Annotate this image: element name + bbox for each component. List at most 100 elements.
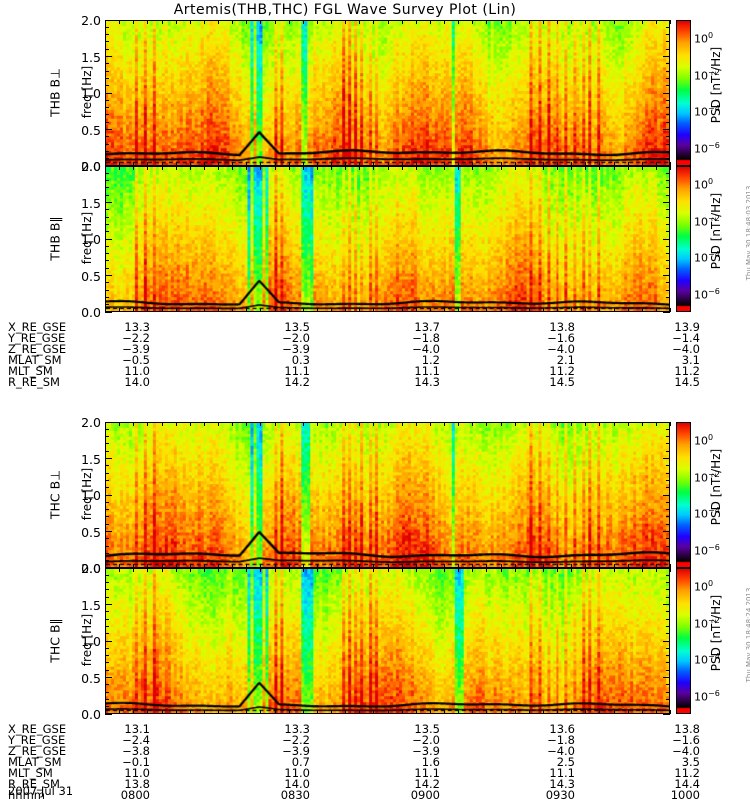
x-axis-minor-tick — [373, 308, 375, 312]
y-axis-minor-tick — [666, 552, 670, 554]
annotation-value: 11.1 — [414, 364, 440, 378]
x-axis-minor-tick — [458, 422, 460, 426]
annotation-value: 3.1 — [681, 353, 700, 367]
colorbar-tick-label: 10−4 — [694, 506, 720, 521]
x-axis-minor-tick — [274, 568, 276, 572]
y-axis-minor-tick — [105, 107, 109, 109]
x-axis-minor-tick — [232, 308, 234, 312]
x-axis-minor-tick — [133, 162, 135, 166]
y-axis-minor-tick — [666, 209, 670, 211]
y-axis-minor-tick — [105, 253, 109, 255]
y-axis-label: freq [Hz] — [80, 65, 94, 119]
x-axis-minor-tick — [175, 20, 177, 24]
x-axis-minor-tick — [288, 568, 290, 572]
annotation-value: −3.9 — [282, 744, 310, 758]
x-axis-minor-tick — [373, 422, 375, 426]
annotation-row: Z_RE_GSE −3.9 −3.9 −4.0 −4.0 −4.0 — [0, 342, 700, 356]
x-axis-minor-tick — [571, 20, 573, 24]
x-axis-minor-tick — [514, 422, 516, 426]
x-axis-minor-tick — [246, 166, 248, 170]
y-axis-minor-tick — [105, 589, 109, 591]
spectrogram-panel-thb-bperp[interactable] — [105, 20, 670, 166]
y-axis-label: freq [Hz] — [80, 211, 94, 265]
y-axis-tick — [105, 421, 112, 423]
x-axis-minor-tick — [302, 166, 304, 170]
annotation-value: 14.4 — [674, 777, 700, 791]
x-axis-minor-tick — [387, 166, 389, 170]
x-axis-minor-tick — [528, 20, 530, 24]
annotation-value: −4.0 — [412, 342, 440, 356]
y-axis-minor-tick — [666, 85, 670, 87]
x-axis-minor-tick — [486, 162, 488, 166]
x-axis-minor-tick — [232, 710, 234, 714]
y-axis-minor-tick — [105, 180, 109, 182]
y-axis-minor-tick — [105, 669, 109, 671]
x-axis-minor-tick — [105, 20, 106, 24]
x-axis-minor-tick — [373, 20, 375, 24]
colorbar-tick-label: 10−6 — [694, 140, 720, 156]
y-axis-minor-tick — [105, 77, 109, 79]
x-axis-minor-tick — [274, 166, 276, 170]
colorbar-tick-label: 100 — [694, 31, 714, 46]
y-axis-minor-tick — [105, 289, 109, 291]
y-axis-minor-tick — [666, 618, 670, 620]
x-axis-minor-tick — [571, 710, 573, 714]
x-axis-minor-tick — [316, 308, 318, 312]
x-axis-minor-tick — [458, 568, 460, 572]
x-axis-minor-tick — [373, 568, 375, 572]
x-axis-minor-tick — [571, 166, 573, 170]
x-axis-minor-tick — [203, 564, 205, 568]
render-timestamp: Thu May 30 18:48:24 2013 — [745, 587, 750, 683]
annotation-label: X_RE_GSE — [8, 722, 67, 736]
y-axis-minor-tick — [666, 63, 670, 65]
x-axis-minor-tick — [119, 20, 121, 24]
x-axis-minor-tick — [161, 564, 163, 568]
x-axis-minor-tick — [387, 162, 389, 166]
spectrogram-panel-thb-bpar[interactable] — [105, 166, 670, 312]
y-axis-minor-tick — [105, 436, 109, 438]
annotation-value: 13.8 — [549, 320, 575, 334]
x-axis-minor-tick — [528, 162, 530, 166]
x-axis-minor-tick — [331, 564, 332, 568]
x-axis-minor-tick — [458, 162, 460, 166]
annotation-label: hhmm — [8, 788, 45, 802]
ephemeris-annotations-thb: X_RE_GSE 13.3 13.5 13.7 13.8 13.9 Y_RE_GSE −2.2… — [0, 320, 700, 389]
annotation-label: Y_RE_GSE — [8, 733, 66, 747]
x-axis-minor-tick — [486, 422, 488, 426]
annotation-label: Y_RE_GSE — [8, 331, 66, 345]
x-axis-minor-tick — [331, 20, 332, 24]
x-axis-minor-tick — [585, 162, 587, 166]
colorbar-thc-bperp — [676, 422, 691, 568]
annotation-value: 1.2 — [421, 353, 440, 367]
x-axis-minor-tick — [161, 162, 163, 166]
y-axis-tick-label: 1.5 — [81, 451, 101, 467]
annotation-value: 13.8 — [674, 722, 700, 736]
y-axis-minor-tick — [105, 698, 109, 700]
x-axis-minor-tick — [175, 564, 177, 568]
y-axis-tick — [105, 567, 112, 569]
annotation-value: 1000 — [670, 788, 700, 802]
annotation-row: MLT_SM 11.0 11.1 11.1 11.2 11.2 — [0, 364, 700, 378]
y-axis-minor-tick — [666, 647, 670, 649]
y-axis-minor-tick — [105, 216, 109, 218]
spectrogram-panel-thc-bpar[interactable] — [105, 568, 670, 714]
x-axis-minor-tick — [105, 166, 106, 170]
x-axis-minor-tick — [345, 20, 347, 24]
y-axis-minor-tick — [666, 501, 670, 503]
x-axis-minor-tick — [599, 20, 601, 24]
x-axis-minor-tick — [415, 710, 417, 714]
y-axis-tick — [663, 640, 670, 642]
x-axis-minor-tick — [189, 422, 191, 426]
y-axis-minor-tick — [666, 223, 670, 225]
x-axis-minor-tick — [401, 422, 403, 426]
y-axis-tick — [663, 494, 670, 496]
y-axis-minor-tick — [666, 267, 670, 269]
spectrogram-image — [106, 21, 669, 165]
x-axis-minor-tick — [542, 710, 544, 714]
colorbar-tick-label: 10−4 — [694, 104, 720, 119]
x-axis-minor-tick — [585, 710, 587, 714]
spectrogram-panel-thc-bperp[interactable] — [105, 422, 670, 568]
x-axis-minor-tick — [203, 422, 205, 426]
x-axis-minor-tick — [147, 564, 149, 568]
y-axis-minor-tick — [105, 114, 109, 116]
